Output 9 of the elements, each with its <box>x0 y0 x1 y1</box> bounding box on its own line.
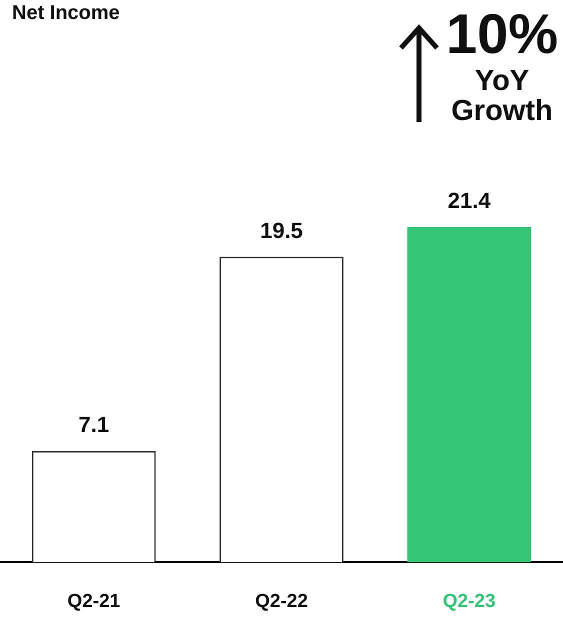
x-tick-label: Q2-21 <box>67 590 121 612</box>
text: 10% <box>446 2 558 65</box>
data-label: 19.5 <box>260 218 303 243</box>
data-label: 21.4 <box>448 188 492 214</box>
data-label: 7.1 <box>78 412 110 438</box>
chart-title: Net Income <box>12 2 120 25</box>
text: YoY Growth <box>450 65 554 127</box>
x-tick-label: Q2-22 <box>255 590 308 612</box>
x-tick-label: Q2-23 <box>442 590 496 612</box>
